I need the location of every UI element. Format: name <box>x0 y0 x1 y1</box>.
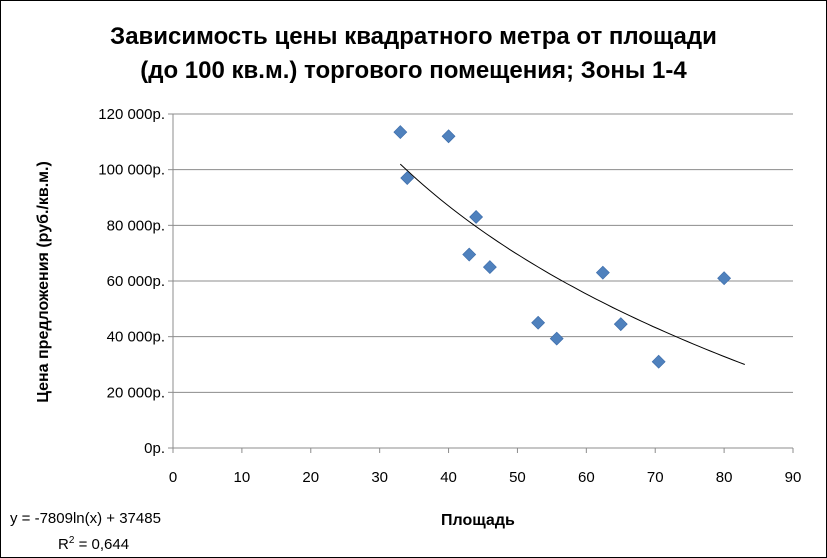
data-point <box>717 271 732 286</box>
x-tick-label: 90 <box>785 469 802 486</box>
data-points <box>393 125 732 369</box>
x-tick-label: 20 <box>302 469 319 486</box>
y-tick-label: 0р. <box>144 440 165 457</box>
data-point <box>400 171 415 185</box>
trendline-equation: y = -7809ln(x) + 37485 R2 = 0,644 <box>10 508 161 556</box>
trendline <box>399 163 745 365</box>
chart-title: Зависимость цены квадратного метра от пл… <box>110 23 717 84</box>
x-tick-labels: 0 10 20 30 40 50 60 70 80 90 <box>169 469 802 486</box>
y-axis-label: Цена предложения (руб./кв.м.) <box>35 161 52 403</box>
x-tick-label: 30 <box>371 469 388 486</box>
x-tick-label: 10 <box>234 469 251 486</box>
axes <box>168 113 794 453</box>
y-tick-labels: 0р. 20 000р. 40 000р. 60 000р. 80 000р. 100 0… <box>98 106 165 457</box>
y-tick-label: 40 000р. <box>107 329 165 346</box>
data-point <box>462 247 477 262</box>
data-point <box>595 265 610 280</box>
x-axis-label: Площадь <box>441 512 515 529</box>
trendline-group <box>399 163 745 365</box>
y-tick-label: 60 000р. <box>107 273 165 290</box>
data-point <box>531 315 546 330</box>
x-tick-label: 80 <box>716 469 733 486</box>
y-tick-label: 100 000р. <box>98 162 165 179</box>
data-point <box>393 125 408 140</box>
x-tick-label: 0 <box>169 469 177 486</box>
y-tick-label: 80 000р. <box>107 217 165 234</box>
x-tick-label: 40 <box>440 469 457 486</box>
data-point <box>613 317 628 332</box>
data-point <box>441 129 456 144</box>
x-tick-label: 50 <box>509 469 526 486</box>
x-tick-label: 60 <box>578 469 595 486</box>
y-tick-label: 20 000р. <box>107 384 165 401</box>
gridlines <box>173 113 793 393</box>
y-tick-label: 120 000р. <box>98 106 165 123</box>
x-tick-label: 70 <box>647 469 664 486</box>
data-point <box>549 331 564 346</box>
equation-text: y = -7809ln(x) + 37485 <box>10 510 161 527</box>
data-point <box>651 354 666 369</box>
data-point <box>469 210 484 224</box>
r-squared: R2 = 0,644 <box>58 535 130 553</box>
data-point <box>482 260 497 275</box>
